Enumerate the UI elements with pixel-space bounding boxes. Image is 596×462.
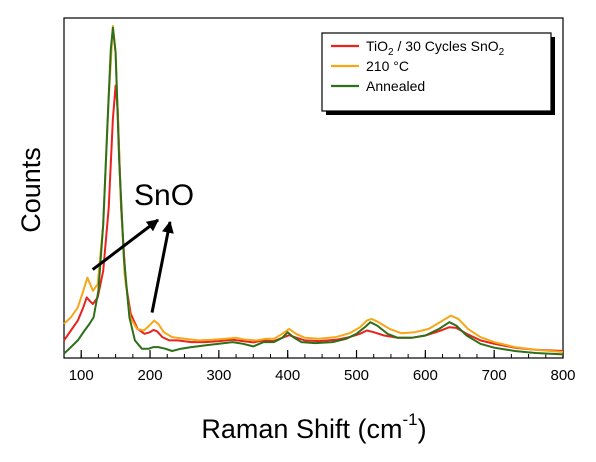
legend-subscript: 2: [388, 47, 394, 58]
annotation-arrow-2: [150, 220, 174, 313]
annotation-label: SnO: [134, 179, 194, 212]
x-tick-label: 200: [138, 367, 163, 384]
x-tick-label: 600: [413, 367, 438, 384]
x-tick-label: 400: [275, 367, 300, 384]
legend-label-3: Annealed: [366, 78, 425, 94]
sno-annotation: SnO: [91, 179, 194, 313]
legend-label-2: 210 °C: [366, 58, 409, 74]
x-tick-label: 100: [69, 367, 94, 384]
legend-text-part: / 30 Cycles SnO: [394, 38, 499, 54]
y-axis-title: Counts: [16, 147, 46, 233]
x-tick-label: 500: [344, 367, 369, 384]
x-tick-label: 300: [206, 367, 231, 384]
x-axis-tick-labels: 100 200 300 400 500 600 700 800: [69, 367, 576, 384]
x-axis-title-main: Raman Shift (cm: [201, 414, 402, 444]
legend-box: [321, 32, 552, 112]
legend-text-part: Annealed: [366, 78, 425, 94]
series-group: [63, 25, 564, 356]
plot-frame: [63, 17, 564, 359]
x-axis-title-suffix: ): [418, 414, 427, 444]
series-line-1: [63, 84, 564, 352]
legend-subscript: 2: [499, 47, 505, 58]
legend-text-part: TiO: [366, 38, 388, 54]
x-axis-title-superscript: -1: [402, 410, 417, 429]
x-tick-label: 700: [482, 367, 507, 384]
x-axis-title: Raman Shift (cm-1): [201, 410, 426, 444]
legend-text-part: 210 °C: [366, 58, 409, 74]
x-axis-ticks: [63, 350, 564, 358]
series-line-3: [63, 26, 564, 356]
x-tick-label: 800: [550, 367, 575, 384]
annotation-arrow-1: [91, 218, 159, 271]
legend-label-1: TiO2 / 30 Cycles SnO2: [366, 38, 505, 58]
